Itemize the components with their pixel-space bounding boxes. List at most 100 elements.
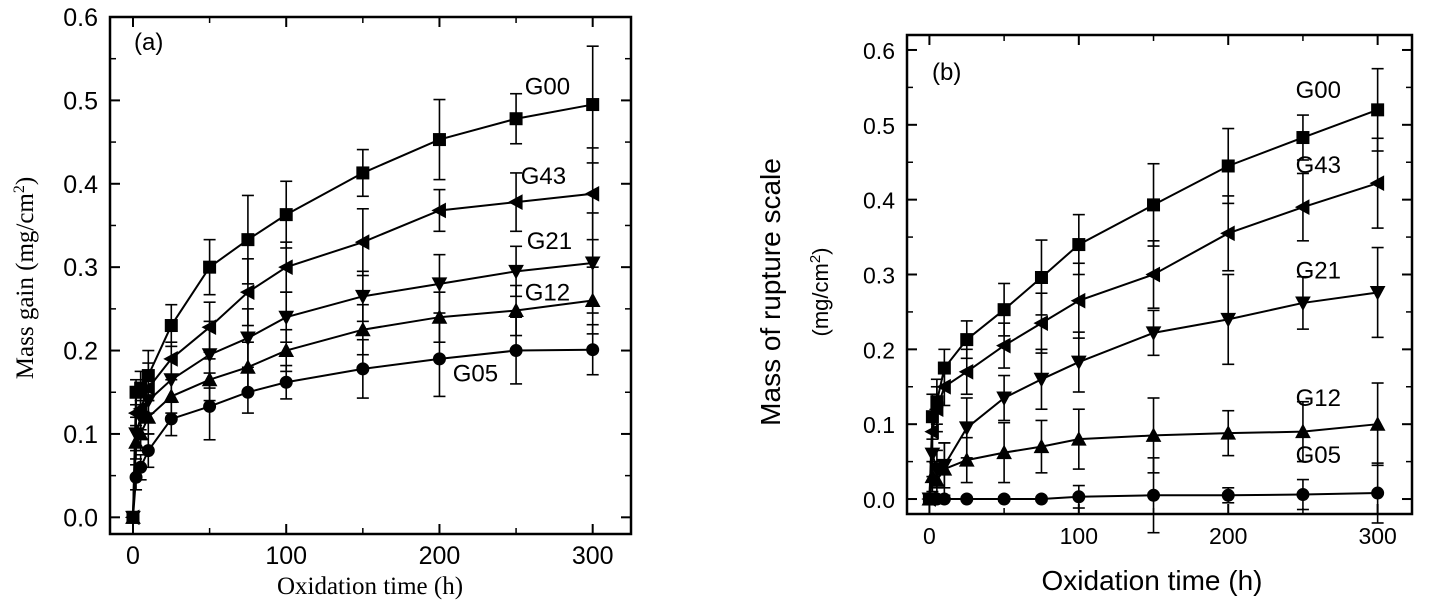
data-point	[1033, 315, 1048, 331]
data-point	[1221, 159, 1235, 173]
data-point	[1296, 488, 1310, 502]
data-point	[509, 112, 523, 126]
y-tick-label-a: 0.4	[63, 171, 98, 199]
data-point	[278, 259, 293, 275]
data-point	[203, 399, 217, 413]
series-label-g12: G12	[1296, 385, 1341, 412]
data-point	[1072, 490, 1086, 504]
panel-label-a: (a)	[134, 29, 163, 56]
data-point	[960, 492, 974, 506]
data-point	[508, 264, 524, 280]
series-label-g12: G12	[525, 280, 570, 307]
data-point	[958, 363, 974, 380]
y-tick-label-a: 0.3	[63, 254, 98, 282]
data-point	[937, 492, 951, 506]
series-label-g05: G05	[1296, 442, 1341, 469]
data-point	[1369, 416, 1386, 431]
chart-panel-b: 0 100 200 300 0.0 0.1 0.2 0.3 0.4 0.5 0.6 G00 G43 G2…	[755, 33, 1414, 596]
data-point	[431, 277, 448, 292]
data-point	[1371, 103, 1385, 117]
data-point	[1070, 431, 1087, 446]
data-point	[356, 166, 370, 180]
data-point	[241, 385, 255, 399]
data-point	[1033, 438, 1050, 454]
data-point	[126, 510, 140, 524]
y-tick-label-b: 0.0	[863, 487, 895, 513]
series-g12-b: G12	[921, 382, 1386, 506]
y-tick-label-a: 0.6	[63, 4, 98, 32]
y-tick-label-a: 0.2	[63, 338, 98, 366]
data-point	[279, 375, 293, 389]
data-point	[1295, 423, 1311, 439]
data-point	[1295, 296, 1311, 311]
data-point	[958, 452, 975, 467]
data-point	[355, 289, 371, 305]
data-point	[929, 472, 945, 487]
data-point	[356, 362, 370, 376]
data-point	[1033, 372, 1050, 388]
series-label-g21: G21	[527, 228, 572, 255]
data-point	[354, 234, 370, 250]
data-point	[586, 343, 600, 357]
y-axis-title-a: Mass gain (mg/cm2)	[11, 177, 39, 379]
data-point	[928, 401, 944, 418]
data-point	[508, 194, 523, 210]
x-tick-label-a: 100	[265, 542, 307, 570]
data-point	[1034, 492, 1048, 506]
x-tick-label-b: 100	[1060, 523, 1098, 549]
data-point	[1145, 326, 1162, 341]
data-point	[1034, 270, 1048, 284]
data-point	[355, 321, 371, 337]
x-tick-label-a: 0	[126, 542, 140, 570]
y-tick-label-b: 0.1	[863, 412, 895, 438]
data-point	[1369, 175, 1385, 192]
data-point	[1220, 425, 1237, 440]
series-g05-a: G05	[126, 316, 600, 524]
plot-frame-a	[108, 15, 633, 536]
x-tick-label-b: 300	[1358, 523, 1396, 549]
data-point	[997, 303, 1011, 317]
data-point	[997, 492, 1011, 506]
data-point	[586, 98, 600, 112]
series-group-a: G00 G43 G21 G12 G05	[124, 45, 601, 526]
series-label-g00: G00	[525, 74, 570, 101]
data-point	[432, 133, 446, 147]
data-point	[1147, 488, 1161, 502]
x-tick-label-a: 300	[572, 542, 614, 570]
chart-panel-a: 0 100 200 300 0.0 0.1 0.2 0.3 0.4 0.5 0.6 G00 G43 G2…	[11, 4, 633, 600]
y-tick-label-b: 0.6	[863, 38, 895, 64]
data-point	[960, 333, 974, 347]
axis-ticks-b	[907, 35, 1412, 514]
data-point	[584, 185, 600, 202]
data-point	[1296, 131, 1310, 145]
series-label-g43: G43	[521, 163, 566, 190]
y-tick-label-b: 0.3	[863, 263, 895, 289]
data-point	[996, 444, 1012, 460]
data-point	[1072, 238, 1086, 252]
data-point	[936, 378, 951, 395]
data-point	[164, 319, 178, 333]
data-point	[128, 434, 144, 449]
series-label-g05: G05	[453, 361, 498, 388]
data-point	[584, 292, 601, 308]
data-point	[279, 208, 293, 222]
y-tick-label-b: 0.5	[863, 113, 895, 139]
data-point	[134, 460, 148, 474]
data-point	[584, 256, 601, 272]
data-point	[201, 348, 218, 363]
data-point	[936, 461, 953, 476]
data-point	[1070, 355, 1087, 371]
data-point	[1220, 312, 1237, 328]
y-tick-label-a: 0.0	[63, 504, 98, 532]
y-axis-title-b-units: (mg/cm2)	[807, 248, 833, 337]
y-tick-label-b: 0.2	[863, 337, 895, 363]
x-axis-title-a: Oxidation time (h)	[277, 573, 463, 600]
y-axis-title-b-units-end: )	[808, 248, 833, 255]
y-axis-title-b-units-sup: 2	[807, 255, 824, 263]
data-point	[164, 412, 178, 426]
data-point	[996, 391, 1012, 407]
data-point	[1220, 225, 1235, 242]
data-point	[431, 202, 446, 219]
x-axis-title-b: Oxidation time (h)	[1042, 565, 1263, 596]
tick-labels-b: 0 100 200 300 0.0 0.1 0.2 0.3 0.4 0.5 0.6	[863, 38, 1397, 549]
